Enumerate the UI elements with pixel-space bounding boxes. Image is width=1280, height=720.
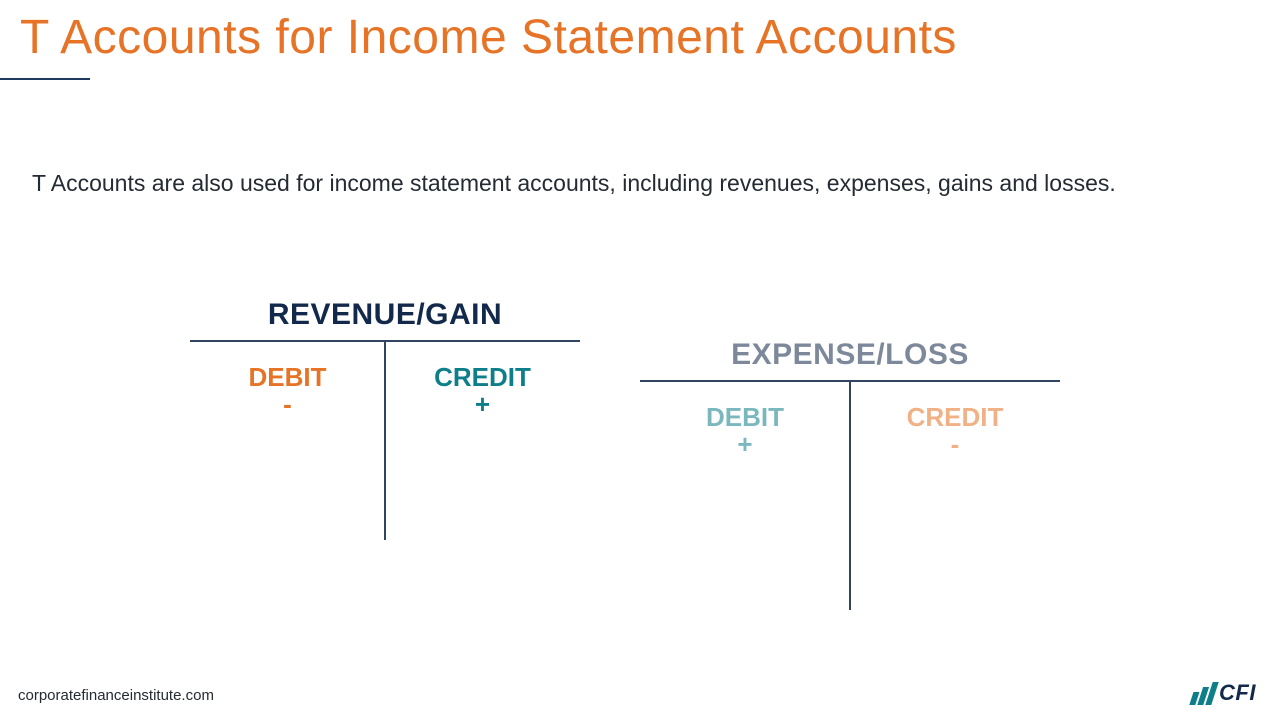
t-shape: DEBIT-CREDIT+ (190, 340, 580, 540)
t-account-header: REVENUE/GAIN (190, 290, 580, 340)
logo-bars-icon (1189, 682, 1218, 705)
page-title: T Accounts for Income Statement Accounts (20, 10, 957, 65)
logo-text: CFI (1219, 680, 1256, 706)
intro-text: T Accounts are also used for income stat… (32, 168, 1240, 199)
t-right-label: CREDIT+ (385, 362, 580, 420)
cfi-logo: CFI (1193, 680, 1256, 706)
t-account-header: EXPENSE/LOSS (640, 330, 1060, 380)
t-left-label: DEBIT- (190, 362, 385, 420)
t-left-label: DEBIT+ (640, 402, 850, 460)
footer-url: corporatefinanceinstitute.com (18, 687, 214, 704)
t-accounts-diagram: REVENUE/GAINDEBIT-CREDIT+EXPENSE/LOSSDEB… (0, 290, 1280, 620)
t-shape: DEBIT+CREDIT- (640, 380, 1060, 610)
slide: T Accounts for Income Statement Accounts… (0, 0, 1280, 720)
t-right-label: CREDIT- (850, 402, 1060, 460)
title-underline (0, 78, 90, 80)
t-account-revenue-gain: REVENUE/GAINDEBIT-CREDIT+ (190, 290, 580, 540)
t-account-expense-loss: EXPENSE/LOSSDEBIT+CREDIT- (640, 330, 1060, 610)
